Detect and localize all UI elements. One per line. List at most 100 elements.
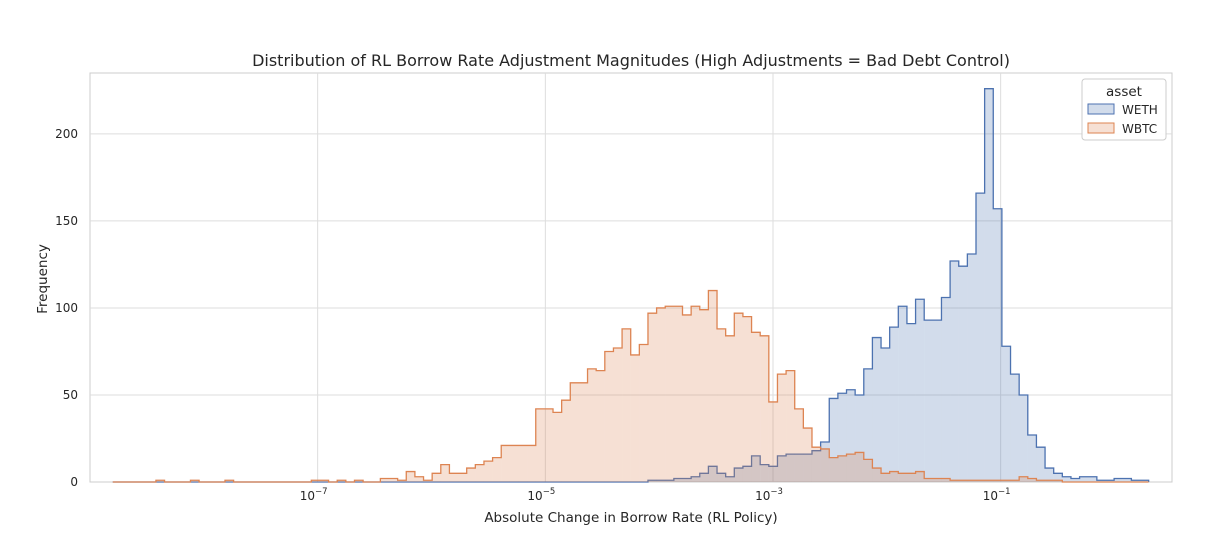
- wbtc-bar: [647, 313, 657, 482]
- wbtc-bar: [924, 478, 933, 482]
- weth-bar: [984, 88, 994, 483]
- legend-title: asset: [1106, 84, 1142, 100]
- weth-bar: [708, 466, 718, 482]
- wbtc-bar: [466, 468, 476, 482]
- weth-bar: [1001, 346, 1011, 482]
- series-weth: [112, 88, 1150, 483]
- wbtc-bar: [820, 448, 830, 482]
- wbtc-bar: [354, 480, 364, 482]
- wbtc-bar: [1045, 480, 1054, 482]
- wbtc-bar: [993, 480, 1002, 482]
- wbtc-bar: [190, 480, 200, 482]
- wbtc-bar: [855, 452, 864, 482]
- wbtc-bar: [734, 313, 743, 482]
- weth-bar: [924, 320, 933, 482]
- weth-bar: [950, 260, 959, 482]
- wbtc-bar: [665, 306, 674, 482]
- wbtc-bar: [742, 316, 752, 482]
- weth-bar: [958, 266, 968, 482]
- weth-bar: [1027, 435, 1037, 482]
- weth-bar: [993, 208, 1002, 483]
- wbtc-bar: [397, 480, 407, 482]
- wbtc-bar: [768, 401, 778, 482]
- weth-bar: [803, 454, 812, 482]
- wbtc-bar: [535, 408, 545, 482]
- wbtc-bar: [1036, 480, 1046, 482]
- weth-bar: [682, 478, 692, 482]
- y-tick-label: 50: [63, 388, 78, 402]
- wbtc-bar: [553, 412, 562, 482]
- wbtc-bar: [932, 478, 942, 482]
- weth-bar: [1079, 476, 1089, 482]
- weth-bar: [889, 327, 899, 482]
- weth-bar: [829, 398, 838, 482]
- weth-bar: [1114, 478, 1123, 482]
- weth-bar: [1122, 478, 1132, 482]
- plot-background: [89, 72, 1173, 483]
- weth-bar: [846, 389, 856, 482]
- wbtc-bar: [958, 480, 968, 482]
- wbtc-bar: [881, 473, 890, 482]
- weth-bar: [898, 306, 907, 482]
- legend-label-wbtc: WBTC: [1122, 122, 1157, 136]
- wbtc-bar: [863, 459, 873, 482]
- wbtc-bar: [656, 307, 666, 482]
- wbtc-bar: [518, 445, 528, 482]
- chart-title: Distribution of RL Borrow Rate Adjustmen…: [252, 51, 1010, 70]
- wbtc-bar: [570, 382, 579, 482]
- wbtc-bar: [872, 468, 882, 482]
- weth-bar: [691, 476, 700, 482]
- wbtc-bar: [509, 445, 519, 482]
- wbtc-bar: [1053, 480, 1063, 482]
- weth-bar: [777, 455, 787, 482]
- weth-bar: [734, 468, 743, 482]
- wbtc-bar: [846, 454, 856, 482]
- wbtc-bar: [604, 351, 614, 482]
- wbtc-bar: [967, 480, 977, 482]
- x-axis-label: Absolute Change in Borrow Rate (RL Polic…: [484, 510, 777, 526]
- x-tick-label: 10−7: [300, 487, 328, 503]
- weth-bar: [837, 393, 847, 482]
- grid: [90, 73, 1172, 482]
- wbtc-bar: [389, 478, 398, 482]
- weth-bar: [941, 297, 951, 482]
- weth-bar: [881, 347, 890, 482]
- wbtc-bar: [587, 368, 597, 482]
- weth-bar: [1070, 478, 1080, 482]
- weth-bar: [1096, 480, 1106, 482]
- y-tick-label: 0: [70, 475, 78, 489]
- x-axis-ticks: 10−7 10−5 10−3 10−1: [300, 487, 1011, 503]
- weth-outline: [112, 88, 1150, 483]
- x-tick-label: 10−1: [983, 487, 1011, 503]
- wbtc-bar: [423, 480, 433, 482]
- y-tick-label: 150: [55, 214, 78, 228]
- wbtc-bar: [414, 476, 424, 482]
- legend-label-weth: WETH: [1122, 103, 1158, 117]
- weth-bar: [717, 473, 726, 482]
- weth-bar: [647, 480, 657, 482]
- wbtc-bar: [561, 400, 571, 482]
- wbtc-bar: [889, 471, 899, 482]
- weth-bar: [863, 368, 873, 482]
- wbtc-bar: [950, 480, 959, 482]
- wbtc-bar: [527, 445, 536, 482]
- wbtc-bar: [483, 461, 493, 482]
- wbtc-bar: [155, 480, 165, 482]
- weth-bar: [1062, 476, 1071, 482]
- wbtc-bar: [1019, 476, 1028, 482]
- wbtc-bar: [717, 328, 726, 482]
- wbtc-bar: [803, 428, 812, 482]
- weth-bar: [811, 450, 821, 482]
- weth-bar: [967, 254, 977, 482]
- wbtc-bar: [777, 374, 787, 482]
- wbtc-bar: [691, 306, 700, 482]
- wbtc-bar: [984, 480, 994, 482]
- weth-bar: [742, 466, 752, 482]
- weth-bar: [1019, 394, 1028, 482]
- wbtc-bar: [337, 480, 346, 482]
- weth-bar: [906, 323, 916, 482]
- wbtc-bar: [1010, 480, 1020, 482]
- y-tick-label: 100: [55, 301, 78, 315]
- wbtc-bar: [224, 480, 234, 482]
- x-tick-label: 10−5: [527, 487, 555, 503]
